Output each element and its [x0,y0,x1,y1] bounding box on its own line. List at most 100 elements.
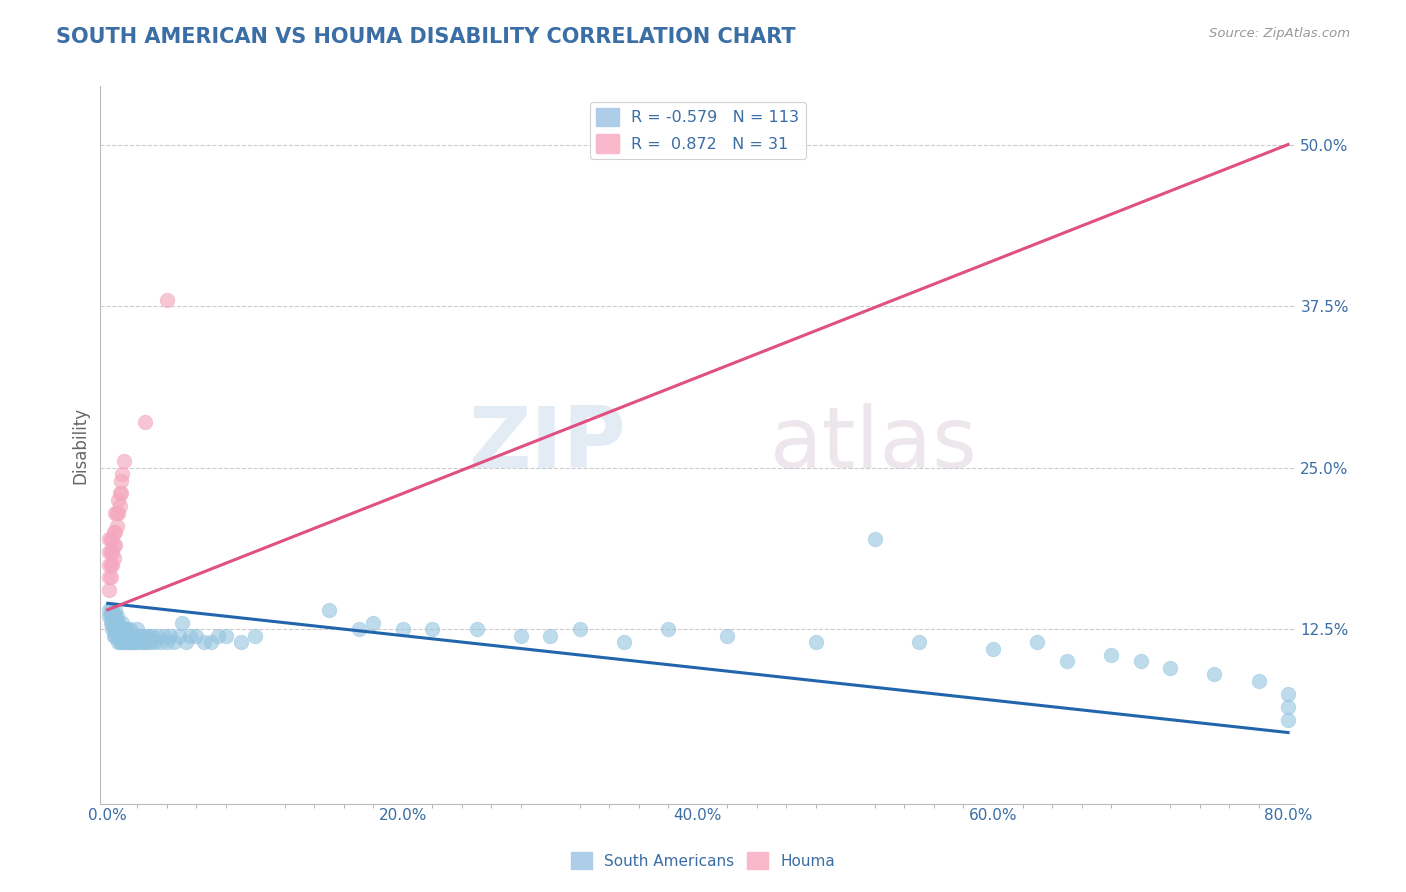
Point [1247,673,1270,688]
Point [170,615,193,630]
Point [117,629,139,643]
Point [101,615,124,630]
Point [120,635,142,649]
Point [108,500,131,514]
Point [105,506,128,520]
Point [100,570,122,584]
Point [174,635,197,649]
Point [127,622,149,636]
Point [100,544,122,558]
Point [110,474,132,488]
Point [207,629,229,643]
Point [111,615,134,630]
Point [105,615,128,630]
Point [107,506,129,520]
Point [318,603,340,617]
Point [124,635,146,649]
Point [105,629,128,643]
Legend: South Americans, Houma: South Americans, Houma [565,846,841,875]
Text: SOUTH AMERICAN VS HOUMA DISABILITY CORRELATION CHART: SOUTH AMERICAN VS HOUMA DISABILITY CORRE… [56,27,796,46]
Point [110,486,132,500]
Point [104,603,127,617]
Point [100,615,122,630]
Point [108,486,131,500]
Point [118,622,141,636]
Point [465,622,488,636]
Point [128,629,150,643]
Point [245,629,267,643]
Point [101,558,124,572]
Text: ZIP: ZIP [468,403,626,486]
Point [101,622,124,636]
Point [101,544,124,558]
Point [112,635,135,649]
Point [141,629,163,643]
Point [118,635,141,649]
Point [1277,713,1299,727]
Point [108,629,131,643]
Point [981,641,1004,656]
Point [1159,661,1181,675]
Point [229,635,252,649]
Point [538,629,561,643]
Point [136,635,159,649]
Point [716,629,738,643]
Point [101,609,124,624]
Point [107,615,129,630]
Point [657,622,679,636]
Y-axis label: Disability: Disability [72,407,89,483]
Point [100,558,122,572]
Point [391,622,413,636]
Point [98,558,121,572]
Point [132,635,155,649]
Point [134,635,156,649]
Point [118,629,141,643]
Point [111,467,134,481]
Point [121,629,143,643]
Point [115,622,138,636]
Point [149,635,172,649]
Legend: R = -0.579   N = 113, R =  0.872   N = 31: R = -0.579 N = 113, R = 0.872 N = 31 [591,102,806,159]
Point [193,635,215,649]
Point [134,416,156,430]
Point [179,629,201,643]
Point [127,629,149,643]
Point [131,629,153,643]
Point [107,622,129,636]
Point [110,635,132,649]
Point [114,622,136,636]
Point [167,629,190,643]
Point [114,635,136,649]
Point [1129,655,1152,669]
Point [103,622,125,636]
Point [363,615,385,630]
Point [108,635,131,649]
Point [420,622,443,636]
Point [156,635,179,649]
Point [138,629,160,643]
Point [104,629,127,643]
Point [101,532,124,546]
Point [117,635,139,649]
Point [1277,699,1299,714]
Point [98,532,121,546]
Point [121,635,143,649]
Point [110,629,132,643]
Point [347,622,370,636]
Point [156,293,179,307]
Point [103,615,125,630]
Point [139,635,162,649]
Point [100,603,122,617]
Point [104,609,127,624]
Point [863,532,886,546]
Point [125,635,148,649]
Point [1099,648,1122,662]
Point [107,635,129,649]
Point [1204,667,1226,681]
Point [509,629,531,643]
Point [105,609,128,624]
Point [100,609,122,624]
Point [124,629,146,643]
Point [143,635,166,649]
Point [152,629,174,643]
